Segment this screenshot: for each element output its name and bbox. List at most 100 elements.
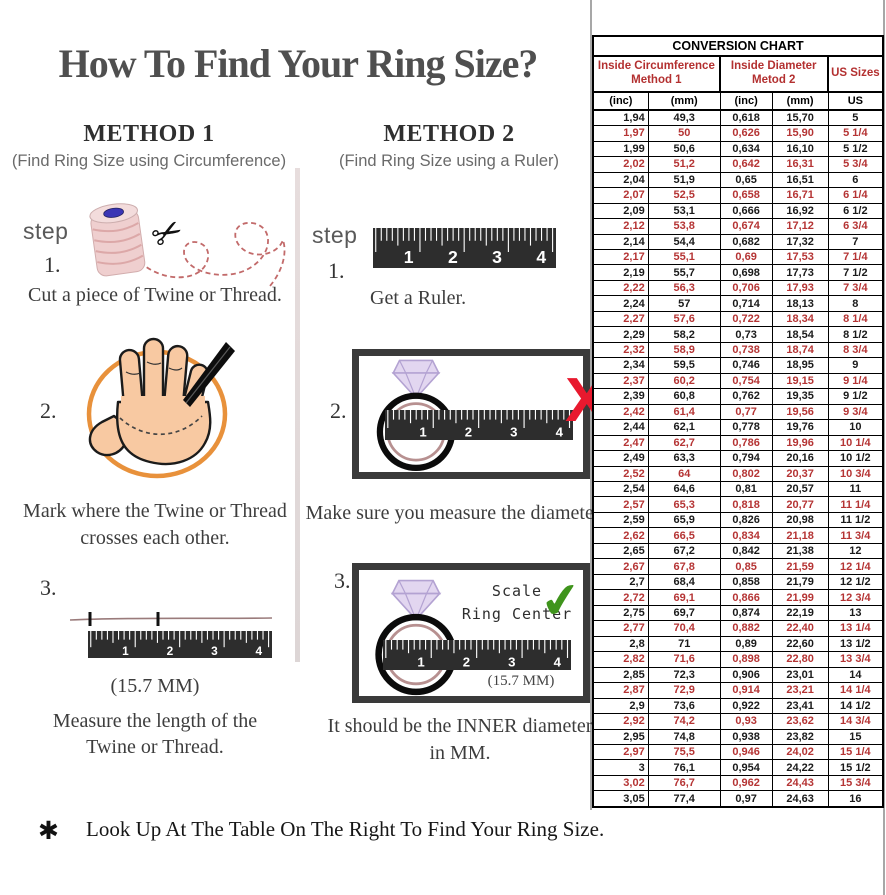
table-cell: 0,882 [721,621,773,636]
table-cell: 51,9 [649,172,721,188]
table-cell: 10 [849,421,862,434]
method1-heading: METHOD 1 [83,121,215,147]
table-cell: 0,762 [721,389,773,404]
table-row: 2,9 73,6 0,922 23,41 14 1/2 [594,698,882,715]
table-cell: 23,62 [773,714,829,729]
table-cell: 2,22 [594,280,649,296]
table-cell: 13 1/2 [840,637,871,650]
table-row: 2,65 67,2 0,842 21,38 12 [594,543,882,560]
table-cell: 55,7 [649,265,721,280]
table-cell: 15 1/2 [840,761,871,774]
table-frame-left-line [590,0,592,810]
table-cell: 76,7 [649,775,721,791]
table-cell: 18,54 [773,327,829,342]
table-cell: 2,39 [594,389,649,404]
table-cell: 7 1/2 [843,266,868,279]
table-cell: 15,90 [773,126,829,141]
table-cell: 50 [649,126,721,141]
table-cell: 11 1/4 [840,498,871,511]
table-cell: 57 [649,296,721,311]
table-row: 2,09 53,1 0,666 16,92 6 1/2 [594,203,882,220]
table-row: 2,77 70,4 0,882 22,40 13 1/4 [594,621,882,637]
table-cell: 2,75 [594,605,649,621]
table-row: 2,02 51,2 0,642 16,31 5 3/4 [594,157,882,173]
table-cell: 9 1/2 [843,390,868,403]
table-row: 1,97 50 0,626 15,90 5 1/4 [594,126,882,142]
method2-step3-caption-line2: in MM. [429,742,491,764]
method1-step1-number: 1. [44,252,61,277]
table-cell: 6 1/2 [843,204,868,217]
table-cell: 0,642 [721,157,773,172]
method2-step3-illustration: Scale Ring Center ✔ 1 2 3 4 (15.7 MM) [352,563,590,703]
table-cell: 57,6 [649,311,721,327]
table-cell: 2,19 [594,265,649,280]
method1-step3-caption-line1: Measure the length of the [52,710,258,732]
table-cell: 0,842 [721,543,773,559]
svg-text:2: 2 [463,654,470,669]
svg-text:3: 3 [510,424,517,439]
table-frame-right-line [883,0,885,895]
table-cell: 20,98 [773,512,829,528]
table-row: 2,59 65,9 0,826 20,98 11 1/2 [594,512,882,529]
table-cell: 2,8 [594,636,649,652]
table-cell: 66,5 [649,528,721,543]
svg-text:2: 2 [465,424,472,439]
table-cell: 0,93 [721,714,773,729]
table-cell: 0,906 [721,667,773,683]
table-cell: 18,34 [773,311,829,327]
table-cell: 19,35 [773,389,829,404]
table-cell: 8 3/4 [843,344,868,357]
table-cell: 58,9 [649,342,721,358]
svg-text:2: 2 [448,247,458,267]
table-cell: 71,6 [649,652,721,667]
table-cell: 8 1/4 [843,313,868,326]
table-cell: 24,63 [773,791,829,806]
table-cell: 2,59 [594,512,649,528]
svg-text:1: 1 [419,424,426,439]
table-cell: 2,95 [594,729,649,744]
table-cell: 69,7 [649,605,721,621]
table-row: 2,32 58,9 0,738 18,74 8 3/4 [594,342,882,359]
table-cell: 2,24 [594,296,649,311]
table-cell: 2,82 [594,652,649,667]
table-row: 2,97 75,5 0,946 24,02 15 1/4 [594,744,882,761]
table-cell: 16,10 [773,141,829,157]
table-cell: 2,12 [594,219,649,234]
group-header-circumference: Inside Circumference Method 1 [594,57,721,91]
table-cell: 0,786 [721,435,773,451]
table-cell: 5 1/4 [843,127,868,140]
table-cell: 51,2 [649,157,721,172]
table-cell: 2,14 [594,234,649,249]
table-cell: 0,65 [721,172,773,188]
table-cell: 0,922 [721,698,773,714]
table-cell: 2,34 [594,358,649,373]
table-row: 2,07 52,5 0,658 16,71 6 1/4 [594,188,882,204]
table-cell: 8 [852,297,859,310]
table-cell: 73,6 [649,698,721,714]
table-cell: 0,97 [721,791,773,806]
table-cell: 70,4 [649,621,721,636]
table-cell: 2,49 [594,451,649,466]
table-cell: 2,67 [594,559,649,574]
table-row: 2,42 61,4 0,77 19,56 9 3/4 [594,404,882,421]
table-cell: 0,826 [721,512,773,528]
svg-text:1: 1 [404,247,414,267]
table-cell: 2,27 [594,311,649,327]
table-cell: 21,99 [773,590,829,605]
svg-text:4: 4 [536,247,546,267]
table-cell: 2,97 [594,744,649,760]
table-cell: 14 1/4 [840,684,871,697]
table-row: 2,27 57,6 0,722 18,34 8 1/4 [594,311,882,328]
table-cell: 19,76 [773,420,829,435]
column-header: (mm) [649,92,721,109]
table-row: 2,44 62,1 0,778 19,76 10 [594,420,882,436]
svg-text:4: 4 [256,644,263,658]
table-cell: 7 1/4 [843,251,868,264]
table-cell: 0,898 [721,652,773,667]
table-cell: 0,89 [721,636,773,652]
table-cell: 15 3/4 [840,777,871,790]
conversion-chart-group-headers: Inside Circumference Method 1 Inside Dia… [594,57,882,93]
table-cell: 22,60 [773,636,829,652]
